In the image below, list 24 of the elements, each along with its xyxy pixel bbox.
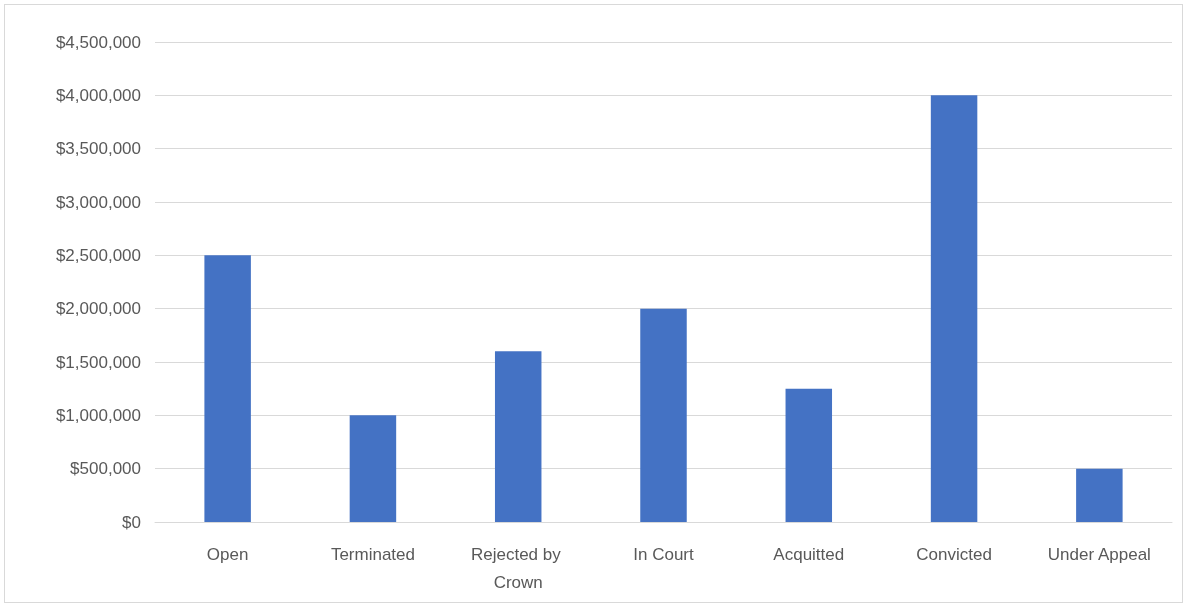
x-tick-label: Convicted [916, 544, 992, 564]
x-tick-label: Open [206, 544, 249, 564]
y-tick-label: $0 [122, 512, 141, 532]
x-tick-label: Acquitted [773, 544, 845, 564]
y-tick-label: $2,500,000 [55, 245, 141, 265]
bar [1076, 468, 1123, 522]
x-tick-label: Terminated [330, 544, 415, 564]
bar [204, 255, 251, 522]
y-tick-label: $1,500,000 [55, 352, 141, 372]
y-tick-label: $500,000 [70, 459, 141, 479]
x-tick-label: In Court [633, 544, 695, 564]
bar [930, 95, 978, 522]
bar [640, 308, 687, 522]
bar [494, 351, 542, 522]
y-tick-label: $2,000,000 [55, 299, 141, 319]
x-tick-label: Under Appeal [1047, 544, 1151, 564]
bar [785, 388, 833, 522]
y-tick-label: $3,500,000 [55, 139, 141, 159]
y-tick-label: $4,500,000 [55, 32, 141, 52]
bar [349, 415, 397, 522]
y-tick-label: $3,000,000 [55, 192, 141, 212]
y-tick-label: $1,000,000 [55, 405, 141, 425]
y-tick-label: $4,000,000 [55, 85, 141, 105]
x-tick-label: Rejected by Crown [470, 544, 566, 592]
